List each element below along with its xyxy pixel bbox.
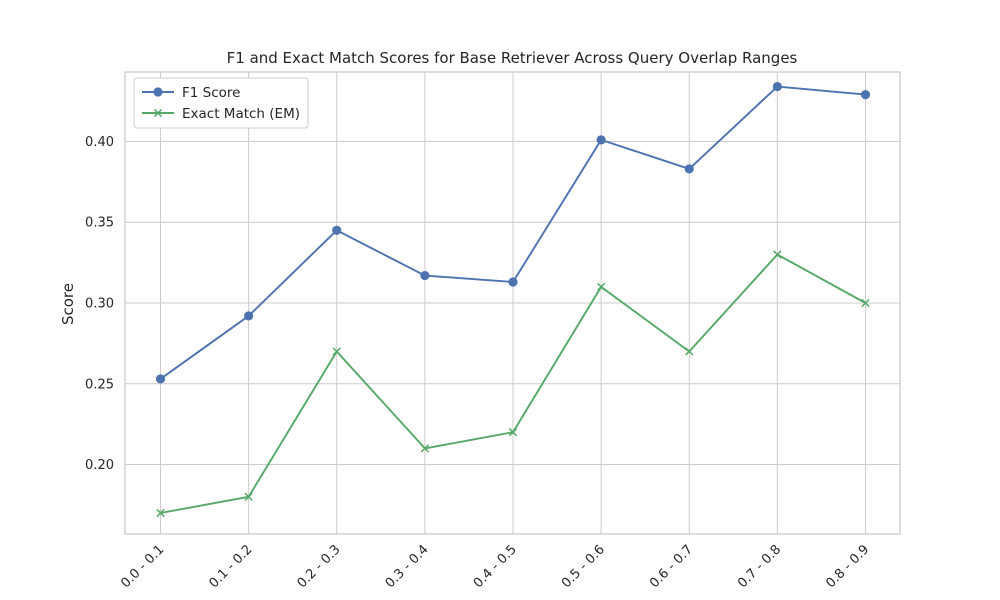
data-point — [596, 282, 606, 291]
data-point — [596, 135, 606, 145]
x-tick-label: 0.0 - 0.1 — [118, 542, 167, 591]
series-exact-match — [156, 250, 870, 518]
y-tick-label: 0.30 — [85, 297, 114, 312]
x-tick-label: 0.5 - 0.6 — [559, 542, 608, 591]
legend-label: Exact Match (EM) — [182, 106, 300, 122]
x-tick-label: 0.4 - 0.5 — [471, 542, 520, 591]
x-tick-label: 0.2 - 0.3 — [295, 542, 344, 591]
data-point — [155, 374, 166, 384]
legend-marker — [153, 108, 163, 118]
x-tick-label: 0.1 - 0.2 — [206, 542, 255, 591]
data-point — [244, 492, 253, 501]
y-axis-label: Score — [59, 283, 77, 325]
x-tick-label: 0.7 - 0.8 — [735, 542, 784, 591]
data-point — [508, 277, 518, 287]
y-tick-label: 0.20 — [85, 458, 114, 473]
data-point — [860, 90, 871, 100]
data-point — [332, 225, 342, 235]
data-point — [420, 270, 430, 281]
y-tick-label: 0.25 — [85, 377, 114, 392]
x-tick-label: 0.6 - 0.7 — [647, 542, 696, 591]
series-f1-score — [155, 81, 871, 384]
x-tick-label: 0.3 - 0.4 — [383, 542, 432, 591]
data-point — [420, 444, 430, 453]
x-axis-ticks: 0.0 - 0.1 0.1 - 0.2 0.2 - 0.3 0.3 - 0.4 0.4 … — [118, 542, 872, 591]
data-point — [772, 81, 782, 92]
legend-item: Exact Match (EM) — [142, 106, 300, 122]
data-point — [508, 428, 518, 437]
legend-label: F1 Score — [182, 85, 240, 101]
data-point — [861, 298, 870, 308]
legend-box — [133, 77, 309, 129]
data-point — [332, 347, 341, 356]
legend: F1 Score Exact Match (EM) — [133, 77, 309, 129]
data-point — [244, 311, 254, 321]
chart-title: F1 and Exact Match Scores for Base Retri… — [227, 49, 798, 67]
series-layer — [155, 81, 871, 518]
y-tick-label: 0.40 — [85, 135, 114, 150]
legend-marker — [153, 87, 163, 97]
data-point — [773, 250, 782, 259]
data-point — [156, 508, 165, 518]
y-axis-ticks: 0.20 0.25 0.30 0.35 0.40 — [85, 135, 114, 473]
y-tick-label: 0.35 — [85, 216, 114, 231]
grid-lines — [125, 72, 900, 534]
legend-item: F1 Score — [142, 85, 240, 101]
data-point — [685, 347, 694, 356]
x-tick-label: 0.8 - 0.9 — [823, 542, 872, 591]
data-point — [684, 164, 694, 174]
plot-frame — [124, 71, 901, 535]
